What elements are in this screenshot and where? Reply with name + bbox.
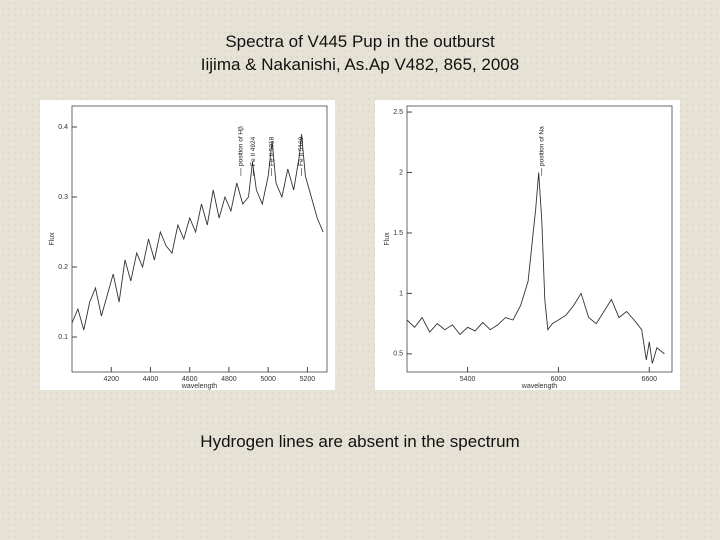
y-tick-label: 0.5 [393, 351, 403, 358]
slide-caption: Hydrogen lines are absent in the spectru… [200, 432, 520, 451]
slide-title: Spectra of V445 Pup in the outburst [225, 32, 495, 51]
x-tick-label: 4400 [143, 376, 159, 383]
y-axis-label: Flux [384, 232, 391, 246]
spectrum-line [406, 172, 665, 364]
y-tick-label: 0.3 [58, 194, 68, 201]
y-axis-label: Flux [49, 232, 56, 246]
plot-frame [71, 105, 328, 373]
y-tick-label: 1.5 [393, 230, 403, 237]
annotation: Fe II 5018 [268, 136, 275, 166]
x-axis-label: wavelength [521, 383, 558, 390]
slide-subtitle: Iijima & Nakanishi, As.Ap V482, 865, 200… [200, 55, 520, 74]
spectrum-line [71, 133, 324, 331]
y-tick-label: 2 [399, 169, 403, 176]
y-tick-label: 2.5 [393, 109, 403, 116]
y-tick-label: 1 [399, 290, 403, 297]
annotation: Fe II 5169 [298, 136, 305, 166]
y-tick-label: 0.4 [58, 124, 68, 131]
x-tick-label: 6000 [551, 376, 567, 383]
charts: 0.1 0.2 0.3 0.4 4200 4400 4600 4800 5000 5200 wave… [40, 100, 680, 390]
y-tick-label: 0.1 [58, 334, 68, 341]
x-tick-label: 5400 [460, 376, 476, 383]
annotation: Fe II 4924 [250, 136, 257, 166]
x-tick-label: 4600 [182, 376, 198, 383]
x-axis-label: wavelength [181, 383, 218, 390]
annotation: position of Hβ [238, 126, 245, 166]
plot-frame [406, 105, 673, 373]
x-tick-label: 6600 [641, 376, 657, 383]
x-tick-label: 5200 [300, 376, 316, 383]
y-tick-label: 0.2 [58, 264, 68, 271]
annotation: position of Na [538, 126, 545, 166]
chart-background [40, 100, 335, 390]
x-tick-label: 4200 [103, 376, 119, 383]
x-tick-label: 5000 [260, 376, 276, 383]
chart-background [375, 100, 680, 390]
x-tick-label: 4800 [221, 376, 237, 383]
